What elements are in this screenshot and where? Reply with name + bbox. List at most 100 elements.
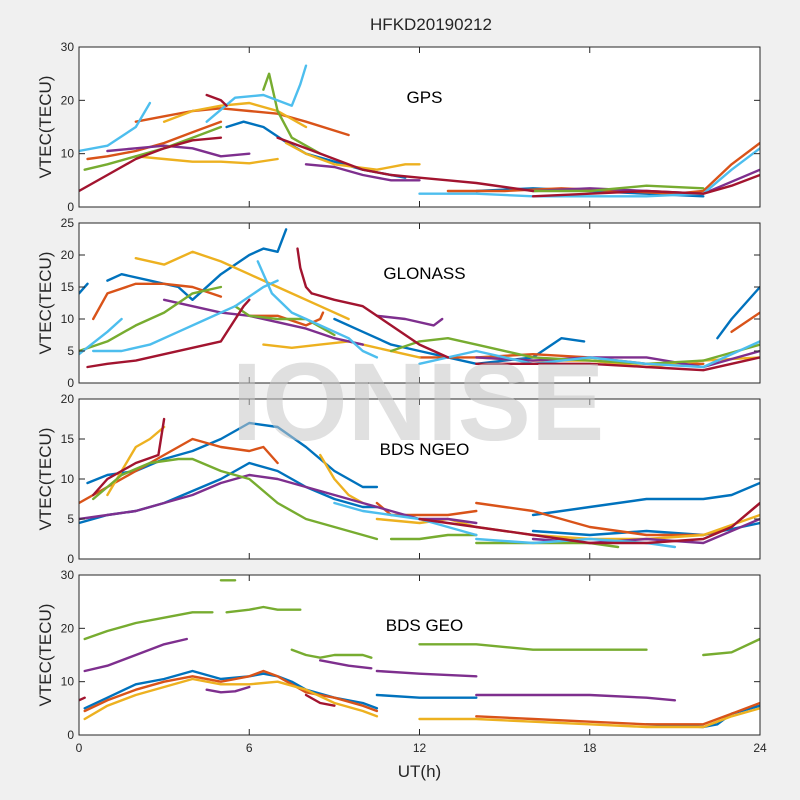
series-line-1 [79, 282, 89, 295]
series-line-19 [418, 501, 760, 545]
ytick-label: 10 [61, 312, 75, 326]
series-line-8 [730, 311, 760, 333]
series-line-16 [333, 501, 478, 537]
series-line-3 [225, 605, 302, 614]
series-line-17 [389, 337, 760, 365]
ytick-label: 20 [61, 93, 75, 107]
series-line-23 [296, 247, 313, 295]
series-line-6 [248, 311, 325, 327]
series-line-5 [79, 437, 279, 505]
series-line-13 [375, 693, 478, 699]
watermark: IONISE [232, 341, 605, 464]
series-line-12 [162, 298, 364, 346]
series-line-16 [475, 701, 760, 726]
panel-label: GPS [407, 88, 443, 107]
series-line-13 [375, 314, 444, 327]
series-line-9 [375, 669, 478, 678]
panel-3: 0 5 10 15 20 VTEC(TECU) BDS NGEO [36, 392, 761, 566]
series-line-22 [86, 298, 251, 369]
series-line-7 [83, 637, 189, 673]
ytick-label: 30 [61, 40, 75, 54]
series-line-12 [83, 125, 223, 171]
series-line-18 [418, 707, 760, 729]
ytick-label: 15 [61, 280, 75, 294]
series-line-17 [418, 147, 760, 198]
series-line-9 [106, 144, 251, 158]
series-line-6 [702, 637, 760, 657]
ytick-label: 30 [61, 568, 75, 582]
xtick-label: 6 [246, 741, 253, 755]
series-line-15 [83, 669, 379, 713]
series-line-3 [333, 317, 586, 365]
series-line-8 [319, 659, 373, 670]
ytick-label: 0 [67, 552, 74, 566]
y-axis-label: VTEC(TECU) [36, 252, 55, 355]
series-line-11 [79, 473, 478, 525]
y-axis-label: VTEC(TECU) [36, 76, 55, 179]
series-line-1 [83, 611, 214, 641]
ytick-label: 0 [67, 728, 74, 742]
panel-4: 0 10 20 30 0 6 12 18 24 VTEC(TECU) BDS GEO UT(h) [36, 568, 767, 781]
series-line-14 [475, 349, 760, 369]
series-group [79, 417, 760, 549]
series-line-13 [262, 72, 322, 155]
ytick-label: 25 [61, 216, 75, 230]
series-line-11 [205, 685, 251, 694]
series-line-10 [262, 340, 421, 359]
series-line-6 [134, 155, 279, 165]
panel-label: BDS GEO [386, 616, 463, 635]
ytick-label: 10 [61, 675, 75, 689]
series-group [79, 228, 760, 372]
series-line-24 [310, 292, 450, 359]
plot-area [79, 575, 760, 735]
series-line-4 [290, 648, 373, 659]
series-line-19 [79, 696, 86, 702]
series-line-18 [91, 417, 166, 497]
series-line-4 [716, 285, 760, 340]
chart-panels: 0 10 20 30 VTEC(TECU) GPS 0 5 10 15 20 25 VTEC(TECU)… [36, 40, 767, 781]
ytick-label: 20 [61, 392, 75, 406]
series-line-10 [304, 163, 421, 182]
chart-title: HFKD20190212 [370, 15, 492, 34]
series-line-9 [134, 250, 350, 321]
series-group [79, 579, 760, 729]
series-line-19 [205, 93, 228, 107]
ytick-label: 0 [67, 376, 74, 390]
y-axis-label: VTEC(TECU) [36, 428, 55, 531]
series-line-19 [91, 279, 279, 353]
series-line-5 [446, 141, 760, 195]
series-line-20 [256, 260, 379, 359]
series-line-21 [531, 173, 760, 198]
series-line-17 [475, 537, 677, 549]
xtick-label: 12 [413, 741, 427, 755]
series-line-13 [91, 457, 379, 541]
series-line-9 [319, 453, 364, 505]
xtick-label: 18 [583, 741, 597, 755]
series-line-14 [389, 533, 478, 541]
ytick-label: 10 [61, 147, 75, 161]
panel-2: 0 5 10 15 20 25 VTEC(TECU) GLONASS [36, 216, 761, 390]
panel-label: BDS NGEO [380, 440, 470, 459]
series-line-17 [83, 677, 379, 721]
series-line-21 [418, 340, 760, 369]
ytick-label: 15 [61, 432, 75, 446]
series-line-10 [475, 693, 677, 702]
x-axis-label: UT(h) [398, 762, 441, 781]
series-line-18 [79, 136, 223, 193]
ytick-label: 5 [67, 512, 74, 526]
series-line-7 [162, 101, 308, 129]
panel-1: 0 10 20 30 VTEC(TECU) GPS [36, 40, 761, 214]
series-line-15 [475, 541, 620, 549]
y-axis-label: VTEC(TECU) [36, 604, 55, 707]
series-line-12 [531, 517, 760, 545]
ytick-label: 20 [61, 621, 75, 635]
ytick-label: 5 [67, 344, 74, 358]
series-line-3 [531, 481, 760, 517]
series-line-2 [106, 228, 288, 301]
series-line-16 [205, 64, 308, 123]
series-line-5 [418, 643, 648, 651]
panel-label: GLONASS [383, 264, 465, 283]
series-line-15 [79, 285, 223, 353]
series-group [79, 64, 760, 198]
series-line-4 [134, 107, 350, 137]
